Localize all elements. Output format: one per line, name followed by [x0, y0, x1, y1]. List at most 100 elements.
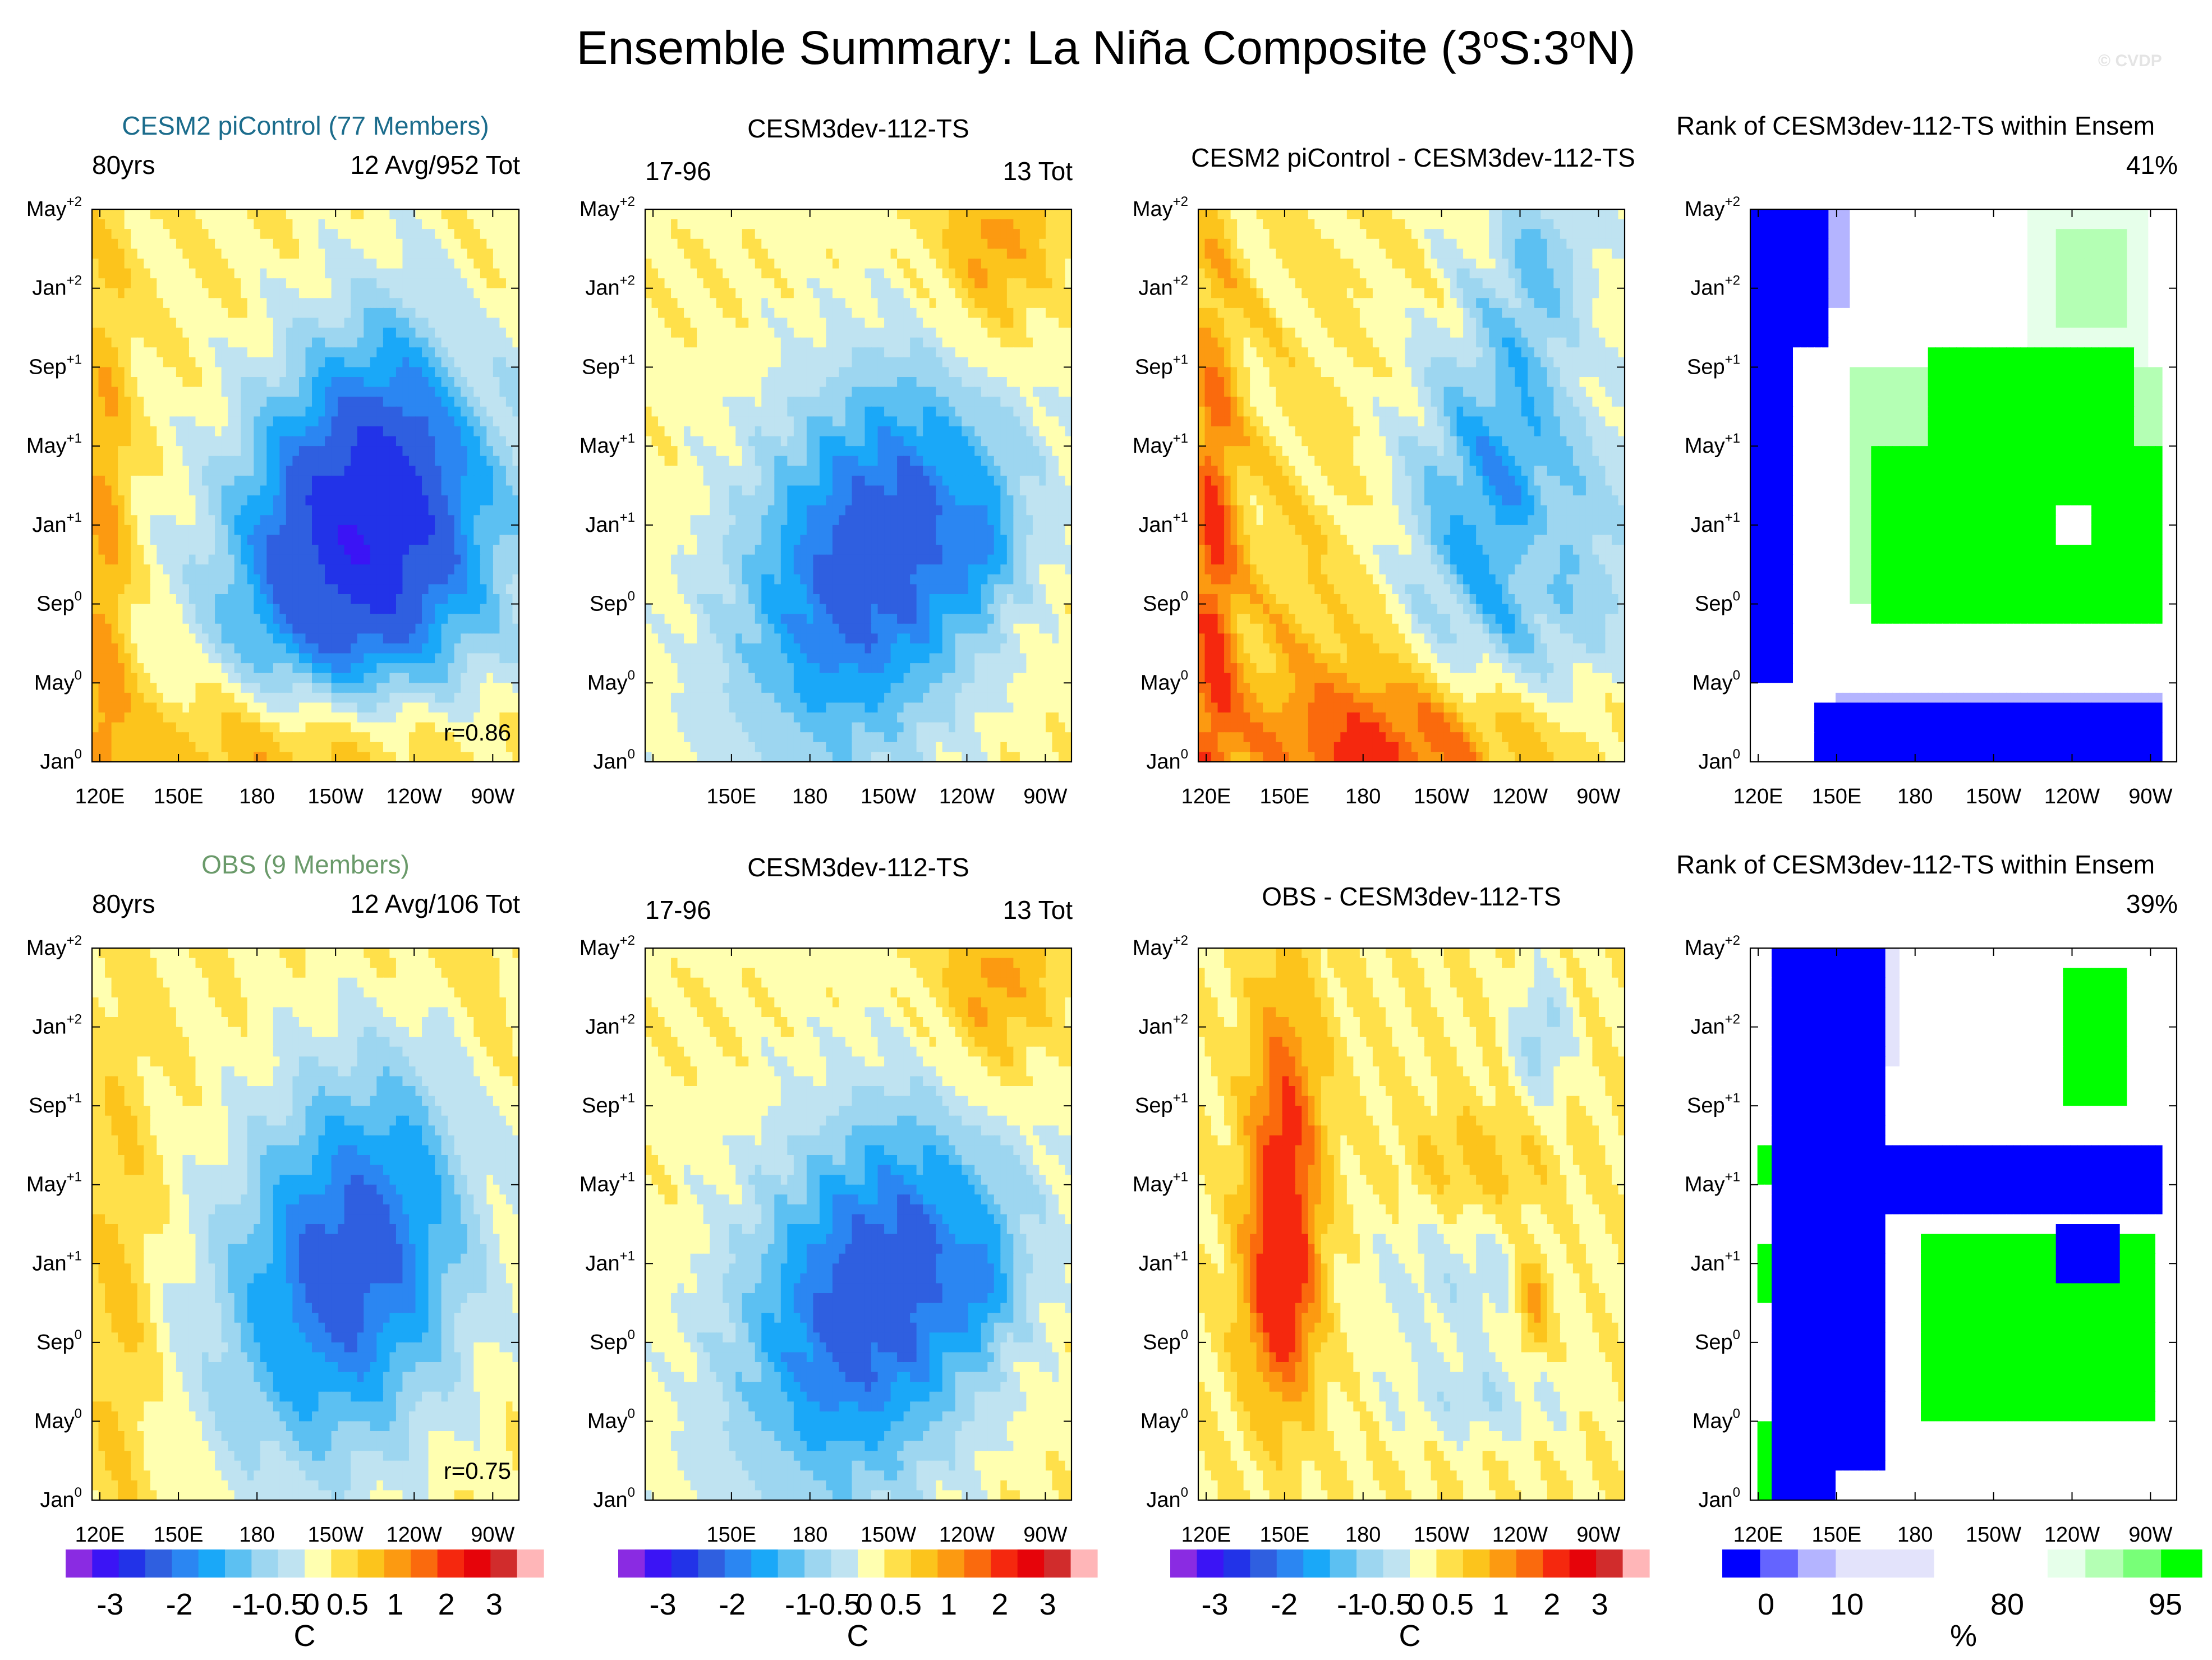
heatmap-cell	[884, 347, 891, 358]
heatmap-cell	[286, 584, 293, 595]
heatmap-cell	[923, 328, 930, 338]
heatmap-cell	[645, 288, 652, 299]
heatmap-cell	[266, 564, 274, 575]
heatmap-cell	[228, 604, 235, 615]
heatmap-cell	[131, 377, 138, 388]
heatmap-cell	[318, 752, 325, 762]
heatmap-cell	[279, 377, 287, 388]
heatmap-cell	[163, 209, 171, 220]
heatmap-cell	[344, 249, 352, 259]
heatmap-cell	[658, 347, 665, 358]
heatmap-cell	[176, 328, 183, 338]
heatmap-cell	[428, 673, 436, 684]
heatmap-cell	[163, 328, 171, 338]
heatmap-cell	[286, 722, 293, 733]
heatmap-cell	[247, 604, 255, 615]
heatmap-cell	[292, 268, 300, 279]
heatmap-cell	[690, 377, 698, 388]
heatmap-cell	[987, 377, 995, 388]
heatmap-cell	[98, 377, 105, 388]
heatmap-cell	[467, 643, 475, 654]
heatmap-cell	[318, 238, 325, 250]
heatmap-cell	[742, 238, 749, 250]
heatmap-cell	[273, 633, 280, 644]
heatmap-cell	[312, 525, 319, 536]
heatmap-cell	[690, 298, 698, 309]
heatmap-cell	[254, 554, 261, 565]
heatmap-cell	[473, 663, 481, 674]
heatmap-cell	[703, 387, 711, 398]
heatmap-cell	[150, 426, 158, 437]
heatmap-cell	[298, 367, 306, 378]
heatmap-cell	[364, 249, 371, 259]
heatmap-cell	[279, 722, 287, 733]
heatmap-cell	[105, 367, 112, 378]
heatmap-cell	[292, 456, 300, 467]
heatmap-cell	[858, 337, 866, 348]
heatmap-cell	[312, 485, 319, 496]
heatmap-cell	[228, 554, 235, 565]
heatmap-cell	[1026, 328, 1033, 338]
heatmap-cell	[92, 258, 99, 269]
heatmap-cell	[428, 406, 436, 417]
heatmap-cell	[467, 673, 475, 684]
heatmap-cell	[422, 318, 429, 328]
heatmap-cell	[383, 712, 390, 723]
heatmap-cell	[415, 525, 422, 536]
heatmap-cell	[461, 742, 468, 753]
heatmap-cell	[344, 436, 352, 447]
heatmap-cell	[677, 258, 684, 269]
heatmap-cell	[111, 604, 119, 615]
heatmap-cell	[292, 702, 300, 713]
heatmap-cell	[202, 495, 209, 506]
heatmap-cell	[793, 347, 801, 358]
heatmap-cell	[376, 377, 384, 388]
heatmap-cell	[208, 535, 215, 545]
heatmap-cell	[942, 288, 950, 299]
heatmap-cell	[241, 466, 248, 476]
heatmap-cell	[111, 347, 119, 358]
heatmap-cell	[408, 505, 416, 516]
heatmap-cell	[955, 219, 963, 230]
heatmap-cell	[448, 258, 455, 269]
heatmap-cell	[415, 554, 422, 565]
heatmap-cell	[858, 367, 866, 378]
heatmap-cell	[467, 653, 475, 664]
heatmap-cell	[111, 535, 119, 545]
heatmap-cell	[864, 307, 872, 319]
heatmap-cell	[228, 298, 235, 309]
heatmap-cell	[962, 318, 969, 328]
heatmap-cell	[871, 357, 879, 368]
heatmap-cell	[195, 554, 203, 565]
heatmap-cell	[260, 683, 268, 693]
heatmap-cell	[428, 397, 436, 407]
heatmap-cell	[118, 387, 125, 398]
heatmap-cell	[396, 219, 403, 230]
heatmap-cell	[505, 495, 513, 506]
heatmap-cell	[318, 416, 325, 427]
heatmap-cell	[182, 604, 190, 615]
heatmap-cell	[260, 732, 268, 743]
heatmap-cell	[512, 505, 519, 516]
heatmap-cell	[195, 249, 203, 259]
heatmap-cell	[774, 288, 781, 299]
heatmap-cell	[505, 209, 513, 220]
heatmap-cell	[480, 318, 488, 328]
heatmap-cell	[92, 722, 99, 733]
heatmap-cell	[1006, 347, 1014, 358]
heatmap-cell	[780, 298, 788, 309]
heatmap-cell	[383, 209, 390, 220]
heatmap-cell	[221, 307, 229, 319]
heatmap-cell	[877, 268, 885, 279]
heatmap-cell	[383, 466, 390, 476]
heatmap-cell	[389, 673, 397, 684]
heatmap-cell	[376, 397, 384, 407]
heatmap-cell	[202, 307, 209, 319]
heatmap-cell	[651, 328, 659, 338]
heatmap-cell	[157, 702, 164, 713]
heatmap-cell	[486, 209, 494, 220]
heatmap-cell	[241, 663, 248, 674]
heatmap-cell	[402, 229, 410, 240]
heatmap-cell	[221, 554, 229, 565]
heatmap-cell	[254, 238, 261, 250]
